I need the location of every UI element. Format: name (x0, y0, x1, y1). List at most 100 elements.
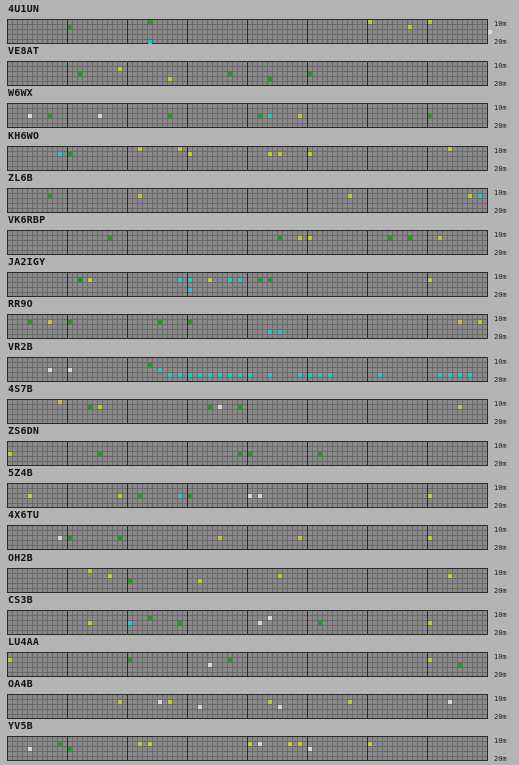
beacon-callsign: VR2B (8, 341, 33, 353)
band-label-10m: 10m (494, 695, 507, 704)
reception-cell (188, 151, 192, 156)
band-label-20m: 20m (494, 755, 507, 764)
reception-cell (58, 742, 62, 747)
reception-cell (208, 404, 212, 409)
beacon-timeline-grid (7, 483, 488, 509)
band-label-10m: 10m (494, 188, 507, 197)
beacon-row: W6WX 10m 20m (0, 88, 519, 130)
beacon-callsign: 4X6TU (8, 510, 40, 522)
reception-cell (58, 151, 62, 156)
reception-cell (228, 658, 232, 662)
beacon-timeline-grid (7, 145, 488, 171)
reception-cell (278, 330, 282, 335)
beacon-callsign: VE8AT (8, 46, 40, 58)
beacon-callsign: YV5B (8, 721, 33, 733)
reception-cell (88, 620, 92, 625)
reception-cell (78, 72, 82, 77)
reception-cell (88, 278, 92, 283)
band-label-20m: 20m (494, 291, 507, 300)
beacon-callsign: ZS6DN (8, 426, 40, 437)
band-label-10m: 10m (494, 653, 507, 661)
beacon-callsign: LU4AA (8, 637, 40, 648)
reception-cell (248, 742, 252, 747)
band-label-10m: 10m (494, 104, 507, 113)
beacon-callsign: 4S7B (8, 383, 33, 395)
reception-cell (318, 452, 322, 456)
beacon-timeline-grid (7, 187, 488, 213)
reception-cell (218, 536, 222, 541)
reception-cell (448, 700, 452, 705)
band-label-10m: 10m (494, 315, 507, 324)
reception-cell (28, 114, 32, 119)
reception-cell (478, 193, 482, 198)
reception-cell (318, 372, 322, 377)
reception-cell (368, 742, 372, 747)
beacon-timeline-grid (7, 398, 488, 424)
reception-cell (368, 20, 372, 24)
beacon-callsign: RR9O (8, 299, 33, 311)
reception-cell (28, 320, 32, 325)
band-label-20m: 20m (494, 628, 507, 637)
reception-cell (238, 372, 242, 377)
beacon-callsign: JA2IGY (8, 257, 46, 269)
reception-cell (148, 40, 152, 44)
reception-cell (128, 620, 132, 625)
reception-cell (308, 151, 312, 156)
beacon-callsign: CS3B (8, 594, 33, 606)
beacon-timeline-grid (7, 230, 488, 255)
reception-cell (438, 372, 442, 377)
reception-cell (428, 114, 432, 119)
reception-cell (228, 278, 232, 283)
reception-cell (268, 77, 272, 82)
reception-cell (448, 573, 452, 578)
reception-cell (408, 25, 412, 29)
beacon-timeline-grid (7, 103, 488, 129)
reception-cell (178, 620, 182, 625)
reception-cell (258, 494, 262, 499)
band-label-20m: 20m (494, 375, 507, 384)
beacon-row: ZS6DN 10m 20m (0, 426, 519, 468)
reception-cell (168, 700, 172, 705)
reception-cell (248, 452, 252, 456)
band-label-20m: 20m (494, 206, 507, 215)
beacon-row: YV5B 10m 20m (0, 721, 519, 763)
reception-cell (118, 494, 122, 499)
reception-cell (478, 320, 482, 325)
reception-cell (58, 536, 62, 541)
band-label-10m: 10m (494, 20, 507, 28)
reception-cell (298, 236, 302, 240)
band-label-20m: 20m (494, 80, 507, 89)
beacon-row: VR2B 10m 20m (0, 342, 519, 384)
reception-cell (458, 663, 462, 667)
reception-cell (298, 742, 302, 747)
reception-cell (168, 114, 172, 119)
reception-cell (258, 278, 262, 283)
beacon-timeline-grid (7, 736, 488, 762)
reception-cell (448, 372, 452, 377)
beacon-row: 4S7B 10m 20m (0, 384, 519, 426)
reception-cell (238, 404, 242, 409)
beacon-timeline-grid (7, 441, 488, 466)
reception-cell (428, 494, 432, 499)
reception-cell (168, 77, 172, 82)
band-label-10m: 10m (494, 526, 507, 535)
reception-cell (188, 278, 192, 283)
reception-cell (108, 236, 112, 240)
reception-cell (118, 67, 122, 72)
reception-cell (98, 404, 102, 409)
reception-cell (98, 114, 102, 119)
reception-cell (438, 236, 442, 240)
reception-cell (348, 700, 352, 705)
band-label-10m: 10m (494, 146, 507, 155)
reception-cell (218, 404, 222, 409)
reception-cell (428, 658, 432, 662)
reception-cell (118, 536, 122, 541)
reception-cell (318, 620, 322, 625)
beacon-timeline-grid (7, 694, 488, 720)
beacon-callsign: OH2B (8, 552, 33, 564)
reception-cell (68, 25, 72, 29)
beacon-callsign: KH6WO (8, 130, 40, 142)
reception-cell (308, 747, 312, 752)
reception-cell (148, 615, 152, 620)
band-label-20m: 20m (494, 417, 507, 426)
